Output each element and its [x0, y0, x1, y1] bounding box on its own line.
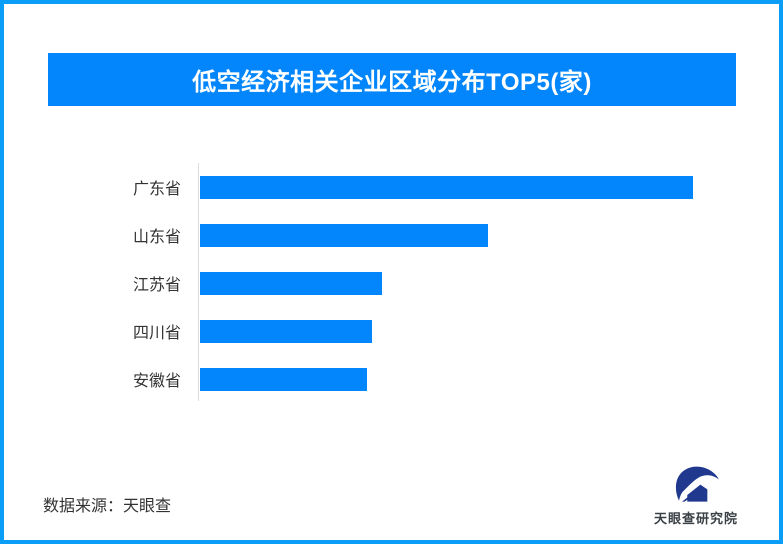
category-label: 江苏省	[132, 277, 181, 294]
chart-title: 低空经济相关企业区域分布TOP5(家)	[192, 69, 592, 96]
bar-track	[200, 271, 693, 295]
bar-track	[200, 367, 693, 391]
bar	[200, 223, 488, 247]
bar-rows: 广东省山东省江苏省四川省安徽省	[48, 163, 708, 403]
bar-track	[200, 175, 693, 199]
bar-track	[200, 223, 693, 247]
bar-row: 广东省	[48, 163, 708, 211]
bar-row: 安徽省	[48, 355, 708, 403]
chart-title-banner: 低空经济相关企业区域分布TOP5(家)	[48, 53, 736, 106]
category-label: 安徽省	[132, 373, 181, 390]
category-label: 广东省	[132, 181, 181, 198]
category-label: 山东省	[132, 229, 181, 246]
bar-row: 山东省	[48, 211, 708, 259]
tianyancha-eagle-logo-icon	[675, 466, 719, 502]
branding: 天眼查研究院	[631, 465, 761, 527]
bar-row: 江苏省	[48, 259, 708, 307]
bar	[200, 319, 373, 343]
branding-name: 天眼查研究院	[653, 511, 738, 526]
y-axis-line	[198, 163, 199, 401]
bar	[200, 367, 368, 391]
data-source-text: 数据来源：天眼查	[43, 498, 172, 515]
bar-row: 四川省	[48, 307, 708, 355]
bar	[200, 175, 693, 199]
bar	[200, 271, 382, 295]
category-label: 四川省	[132, 325, 181, 342]
bar-track	[200, 319, 693, 343]
